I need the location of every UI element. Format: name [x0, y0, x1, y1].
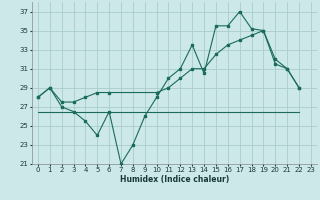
X-axis label: Humidex (Indice chaleur): Humidex (Indice chaleur): [120, 175, 229, 184]
